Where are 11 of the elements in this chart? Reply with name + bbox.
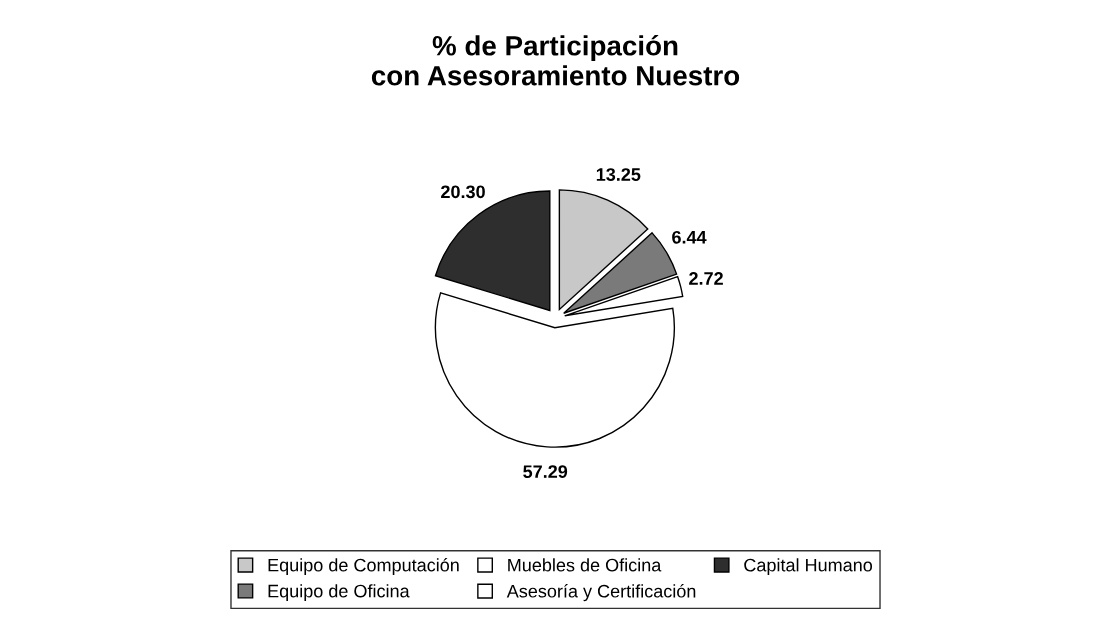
data-label: 2.72 bbox=[689, 272, 723, 285]
legend-label: Capital Humano bbox=[744, 558, 873, 576]
legend-label: Equipo de Computación bbox=[268, 558, 459, 576]
legend-label: Asesoría y Certificación bbox=[506, 584, 696, 602]
data-label: 20.30 bbox=[441, 185, 485, 199]
data-label: 6.44 bbox=[672, 230, 707, 244]
data-label: 57.29 bbox=[523, 465, 568, 478]
data-label: 13.25 bbox=[596, 168, 641, 181]
legend-label: Equipo de Oficina bbox=[268, 584, 410, 602]
chart-title: % de Participación con Asesoramiento Nuestro bbox=[371, 34, 740, 86]
legend-label: Muebles de Oficina bbox=[508, 558, 662, 572]
